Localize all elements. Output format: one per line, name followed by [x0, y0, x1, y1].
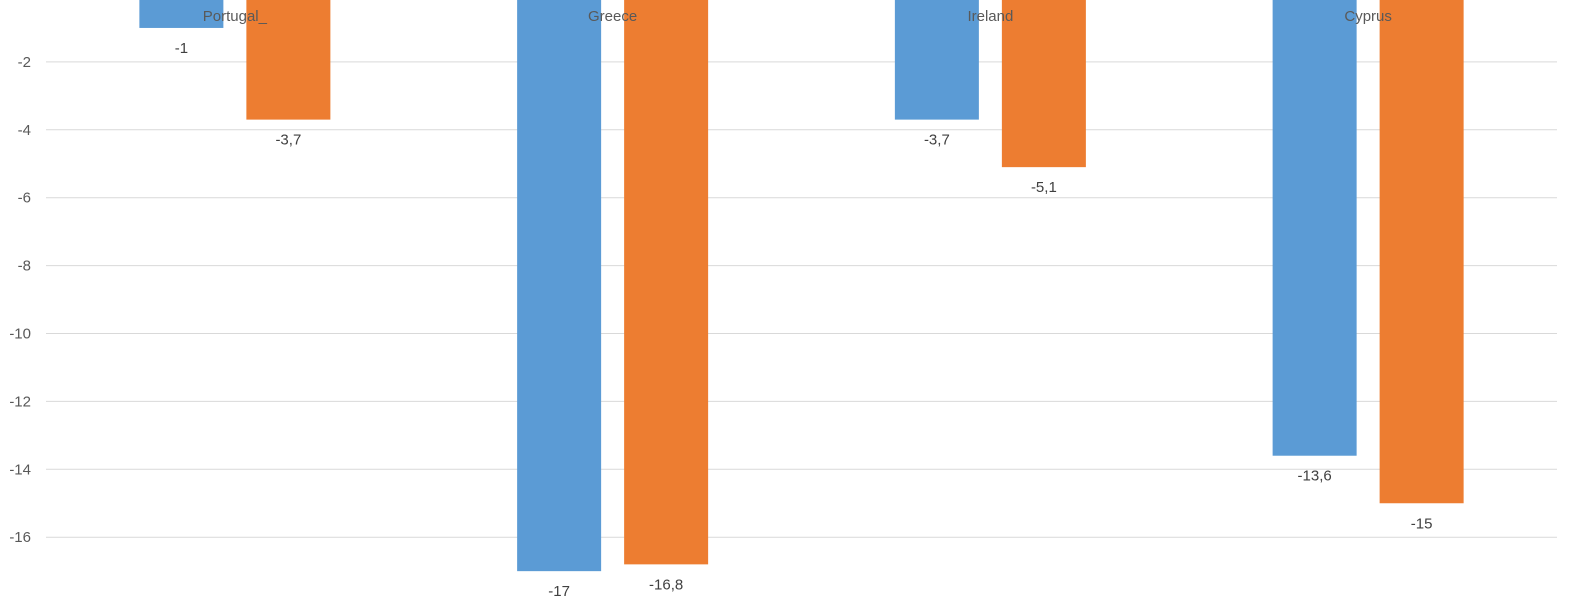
- category-label: Cyprus: [1344, 8, 1392, 25]
- data-label: -13,6: [1298, 468, 1332, 485]
- bar-series1-ireland: [894, 0, 979, 120]
- data-label: -17: [548, 583, 570, 600]
- bar-series2-greece: [624, 0, 709, 565]
- y-tick-label: -12: [9, 393, 31, 410]
- category-label: Ireland: [967, 8, 1013, 25]
- data-label: -3,7: [275, 132, 301, 149]
- data-label: -5,1: [1031, 179, 1057, 196]
- bar-series2-ireland: [1001, 0, 1086, 168]
- category-label: Greece: [588, 8, 637, 25]
- y-tick-label: -2: [18, 54, 31, 71]
- bar-series2-portugal: [246, 0, 331, 120]
- data-label: -1: [175, 40, 188, 57]
- y-tick-label: -14: [9, 461, 31, 478]
- bar-series1-greece: [517, 0, 602, 572]
- y-tick-label: -6: [18, 190, 31, 207]
- y-tick-label: -16: [9, 529, 31, 546]
- bar-series1-cyprus: [1272, 0, 1357, 456]
- data-label: -15: [1411, 515, 1433, 532]
- bar-series1-portugal: [139, 0, 224, 28]
- y-tick-label: -10: [9, 326, 31, 343]
- data-label: -3,7: [924, 132, 950, 149]
- data-label: -16,8: [649, 576, 683, 593]
- y-tick-label: -4: [18, 122, 31, 139]
- bar-series2-cyprus: [1379, 0, 1464, 504]
- y-tick-label: -8: [18, 258, 31, 275]
- category-label: Portugal_: [203, 8, 268, 25]
